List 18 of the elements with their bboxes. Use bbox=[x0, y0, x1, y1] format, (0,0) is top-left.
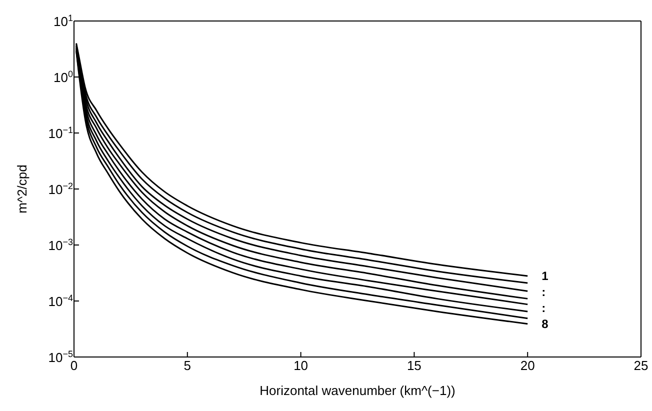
y-tick-label: 10$^{−1}$ bbox=[48, 125, 73, 141]
x-tick-label: 20 bbox=[520, 358, 535, 373]
x-axis-title: Horizontal wavenumber (km^(−1)) bbox=[260, 383, 456, 398]
y-tick-label: 10$^{0}$ bbox=[54, 69, 73, 85]
annotation: : bbox=[542, 301, 546, 316]
y-tick-label: 10$^{1}$ bbox=[54, 13, 73, 29]
annotation: 8 bbox=[542, 317, 549, 332]
x-tick-label: 25 bbox=[634, 358, 648, 373]
y-axis-title: m^2/cpd bbox=[14, 164, 30, 214]
x-tick-label: 0 bbox=[70, 358, 78, 373]
y-tick-label: 10$^{−3}$ bbox=[48, 237, 73, 253]
x-tick-label: 10 bbox=[294, 358, 308, 373]
x-tick-label: 5 bbox=[184, 358, 192, 373]
y-tick-label: 10$^{−4}$ bbox=[48, 293, 73, 309]
x-tick-label: 15 bbox=[406, 358, 422, 373]
annotation: 1 bbox=[542, 269, 549, 284]
y-tick-label: 10$^{−2}$ bbox=[48, 181, 73, 197]
annotation: : bbox=[542, 285, 546, 300]
